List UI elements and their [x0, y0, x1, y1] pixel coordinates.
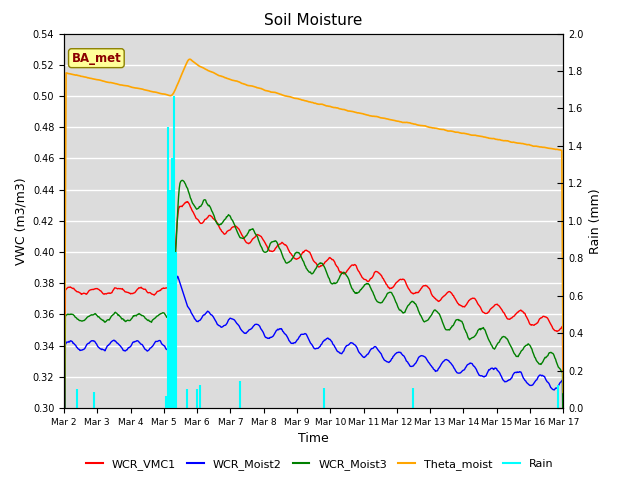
WCR_VMC1 [184, 199, 191, 204]
Theta_moist [186, 56, 193, 62]
Y-axis label: Rain (mm): Rain (mm) [589, 188, 602, 253]
WCR_Moist2 [69, 340, 77, 346]
WCR_Moist3 [198, 201, 206, 207]
Theta_moist [172, 87, 179, 93]
WCR_Moist3 [172, 262, 179, 268]
WCR_Moist2 [120, 348, 128, 353]
WCR_Moist3 [389, 293, 397, 299]
Theta_moist [120, 83, 128, 88]
WCR_Moist2 [172, 295, 179, 301]
WCR_Moist3 [120, 317, 128, 323]
Line: WCR_Moist2: WCR_Moist2 [64, 276, 563, 480]
WCR_VMC1 [389, 284, 397, 290]
WCR_VMC1 [69, 286, 77, 291]
Line: WCR_VMC1: WCR_VMC1 [64, 202, 563, 480]
Theta_moist [198, 64, 206, 70]
Title: Soil Moisture: Soil Moisture [264, 13, 363, 28]
WCR_Moist2 [389, 354, 397, 360]
Theta_moist [69, 72, 77, 77]
WCR_VMC1 [172, 250, 179, 255]
Theta_moist [374, 114, 382, 120]
WCR_Moist2 [198, 314, 206, 320]
Theta_moist [559, 389, 567, 395]
WCR_Moist2 [173, 274, 181, 279]
WCR_VMC1 [120, 288, 128, 294]
WCR_VMC1 [198, 220, 206, 226]
Theta_moist [389, 117, 397, 123]
WCR_Moist3 [69, 312, 77, 317]
Text: BA_met: BA_met [72, 52, 121, 65]
Line: Theta_moist: Theta_moist [64, 59, 563, 474]
WCR_Moist3 [178, 178, 186, 183]
WCR_Moist3 [374, 300, 382, 305]
Legend: WCR_VMC1, WCR_Moist2, WCR_Moist3, Theta_moist, Rain: WCR_VMC1, WCR_Moist2, WCR_Moist3, Theta_… [82, 455, 558, 474]
Theta_moist [60, 471, 68, 477]
Y-axis label: VWC (m3/m3): VWC (m3/m3) [14, 177, 27, 264]
Line: WCR_Moist3: WCR_Moist3 [64, 180, 563, 480]
WCR_VMC1 [374, 270, 382, 276]
WCR_VMC1 [559, 460, 567, 466]
X-axis label: Time: Time [298, 432, 329, 445]
WCR_Moist2 [374, 348, 382, 353]
